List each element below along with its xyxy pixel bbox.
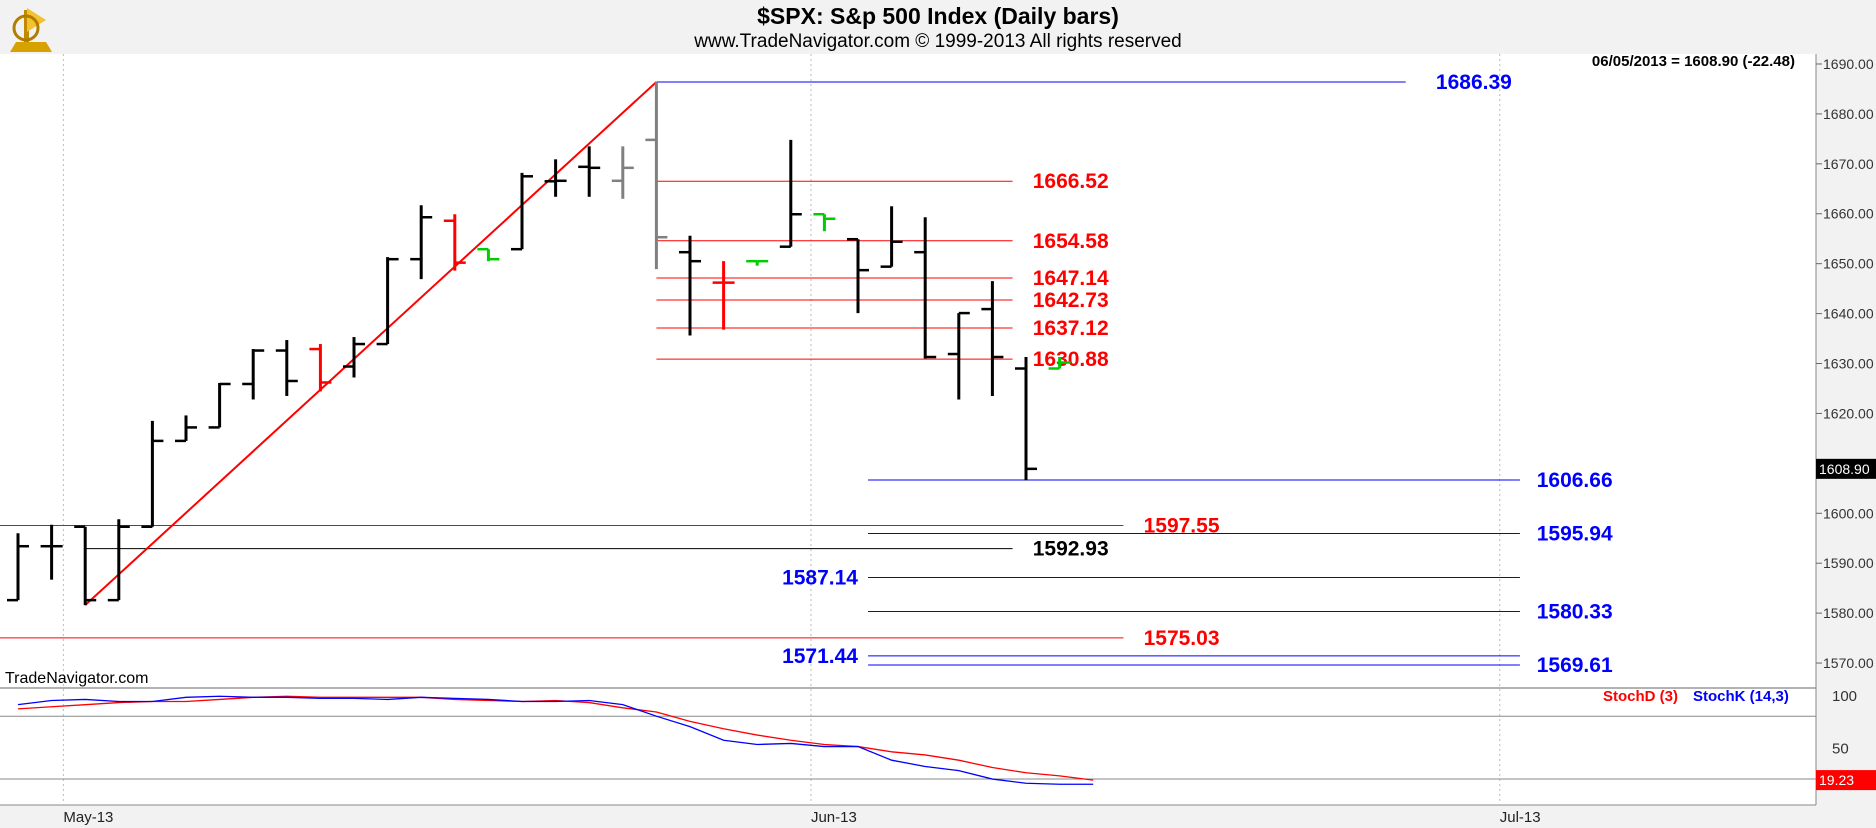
y-axis-background — [1816, 0, 1876, 828]
level-label: 1647.14 — [1033, 267, 1109, 290]
y-tick-label: 1580.00 — [1823, 605, 1874, 621]
level-label: 1575.03 — [1144, 627, 1220, 650]
ohlc-bar — [376, 257, 399, 346]
ohlc-bar — [511, 172, 533, 251]
last-price-tag — [1816, 458, 1876, 479]
stoch-series-line — [17, 695, 1094, 785]
ohlc-bar — [40, 524, 63, 580]
ohlc-bar — [309, 344, 332, 392]
level-label: 1587.14 — [782, 566, 858, 589]
level-label: 1630.88 — [1033, 348, 1109, 371]
stoch-legend-d: StochD (3) — [1603, 688, 1678, 705]
level-label: 1571.44 — [782, 645, 858, 668]
ohlc-bar — [645, 81, 668, 270]
y-tick-label: 1600.00 — [1823, 505, 1874, 521]
trade-navigator-logo-icon — [10, 8, 52, 52]
trendline — [84, 81, 658, 606]
level-label: 1637.12 — [1033, 317, 1109, 340]
y-tick-label: 1670.00 — [1823, 156, 1874, 172]
ohlc-bar — [914, 217, 937, 359]
ohlc-bar — [578, 146, 601, 197]
ohlc-bar — [947, 311, 970, 400]
ohlc-bar — [1048, 357, 1071, 370]
y-tick-label: 1570.00 — [1823, 655, 1874, 671]
ohlc-bar — [477, 247, 500, 262]
level-label: 1666.52 — [1033, 170, 1109, 193]
axes: 1570.001580.001590.001600.001610.001620.… — [5, 53, 1876, 826]
y-tick-label: 1620.00 — [1823, 405, 1874, 421]
ohlc-bar — [880, 206, 903, 268]
stoch-legend-k: StochK (14,3) — [1693, 688, 1789, 705]
ohlc-bar — [813, 212, 836, 232]
stoch-last-tag — [1816, 770, 1876, 791]
level-label: 1686.39 — [1436, 71, 1512, 94]
y-tick-label: 1590.00 — [1823, 555, 1874, 571]
ohlc-bar — [746, 259, 769, 266]
ohlc-bar — [712, 261, 735, 330]
level-label: 1592.93 — [1033, 538, 1109, 561]
stochastic-panel — [0, 695, 1816, 785]
level-label: 1597.55 — [1144, 515, 1220, 538]
y-tick-label: 1660.00 — [1823, 206, 1874, 222]
level-label: 1654.58 — [1033, 230, 1109, 253]
level-label: 1642.73 — [1033, 289, 1109, 312]
x-tick-label: Jul-13 — [1500, 809, 1541, 826]
ohlc-bar — [410, 205, 433, 280]
ohlc-bar — [242, 349, 265, 400]
y-tick-label: 1690.00 — [1823, 56, 1874, 72]
watermark: TradeNavigator.com — [5, 670, 148, 687]
ohlc-bar — [544, 159, 567, 197]
x-tick-label: May-13 — [63, 809, 113, 826]
y-tick-label: 1650.00 — [1823, 256, 1874, 272]
y-tick-label: 1680.00 — [1823, 106, 1874, 122]
ohlc-bar — [107, 519, 130, 602]
y-tick-label: 1640.00 — [1823, 306, 1874, 322]
ohlc-bar — [611, 146, 634, 199]
last-info: 06/05/2013 = 1608.90 (-22.48) — [1592, 53, 1795, 70]
ohlc-bar — [275, 340, 298, 396]
level-label: 1569.61 — [1537, 654, 1613, 677]
ohlc-bar — [981, 281, 1004, 396]
ohlc-bar — [343, 337, 365, 378]
ohlc-bar — [175, 415, 197, 443]
ohlc-bar — [443, 214, 466, 271]
x-axis-background — [0, 805, 1876, 828]
stoch-y-tick-label: 100 — [1832, 688, 1857, 705]
level-label: 1595.94 — [1537, 523, 1613, 546]
ohlc-bar — [779, 139, 802, 248]
level-label: 1580.33 — [1537, 600, 1613, 623]
x-tick-label: Jun-13 — [811, 809, 857, 826]
ohlc-bar — [7, 533, 29, 602]
chart-subtitle: www.TradeNavigator.com © 1999-2013 All r… — [694, 31, 1182, 52]
chart-header: $SPX: S&p 500 Index (Daily bars) www.Tra… — [0, 0, 1816, 54]
stoch-series-line — [17, 695, 1094, 781]
ohlc-bar — [679, 235, 701, 336]
ohlc-bar — [1015, 357, 1037, 481]
ohlc-bar — [208, 382, 231, 429]
level-label: 1606.66 — [1537, 469, 1613, 492]
y-tick-label: 1630.00 — [1823, 356, 1874, 372]
stoch-last-label: 19.23 — [1819, 772, 1854, 788]
ohlc-bar — [141, 420, 164, 529]
ohlc-bar — [74, 525, 97, 606]
last-price-label: 1608.90 — [1819, 461, 1870, 477]
chart-title: $SPX: S&p 500 Index (Daily bars) — [757, 3, 1119, 29]
ohlc-bar — [847, 237, 869, 314]
stoch-y-tick-label: 50 — [1832, 741, 1849, 758]
